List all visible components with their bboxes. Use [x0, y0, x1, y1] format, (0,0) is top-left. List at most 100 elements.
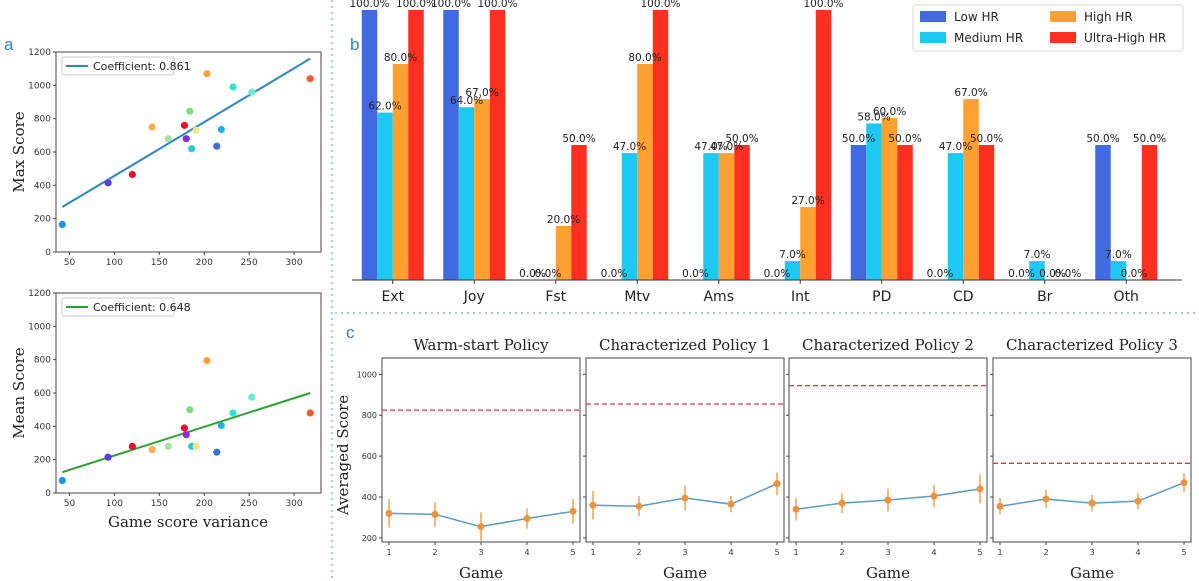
- x-tick-label: 300: [285, 258, 302, 268]
- y-tick-label: 400: [362, 493, 377, 502]
- data-point: [838, 499, 846, 507]
- bar-value-label: 50.0%: [970, 133, 1003, 145]
- y-tick-label: 1000: [28, 81, 51, 91]
- scatter-point: [217, 125, 225, 134]
- x-tick-label: 50: [64, 258, 76, 268]
- data-point: [930, 492, 938, 500]
- scatter-point: [164, 442, 172, 450]
- scatter-point: [58, 476, 66, 485]
- bar-value-label: 27.0%: [791, 195, 824, 207]
- y-tick-label: 600: [34, 148, 51, 158]
- x-tick-label: 2: [839, 548, 844, 557]
- y-axis-label: Max Score: [10, 111, 28, 192]
- plot-frame: [55, 51, 322, 253]
- scatter-point: [182, 135, 190, 143]
- bar: [978, 145, 995, 280]
- data-point: [569, 507, 577, 515]
- scatter-point: [213, 448, 221, 456]
- x-tick-label: 50: [64, 499, 76, 509]
- category-label: Ams: [703, 289, 734, 305]
- bar-value-label: 0.0%: [1039, 268, 1066, 280]
- bar: [571, 145, 587, 280]
- bar-value-label: 62.0%: [368, 101, 401, 113]
- bar-value-label: 50.0%: [725, 133, 758, 145]
- data-point: [681, 494, 689, 502]
- data-point: [1134, 497, 1142, 505]
- panel-title: Warm-start Policy: [413, 336, 549, 354]
- x-tick-label: 5: [570, 548, 575, 557]
- bar-value-label: 58.0%: [857, 111, 890, 123]
- data-point: [635, 502, 643, 510]
- x-tick-label: 4: [728, 548, 733, 557]
- bar: [947, 153, 964, 280]
- x-tick-label: 3: [885, 548, 890, 557]
- scatter-point: [217, 421, 225, 430]
- scatter-point: [192, 126, 200, 134]
- bar-value-label: 67.0%: [465, 87, 498, 99]
- plot-frame: [992, 357, 1192, 543]
- x-tick-label: 250: [241, 258, 258, 268]
- plot-frame: [381, 357, 581, 543]
- x-tick-label: 100: [106, 258, 123, 268]
- y-axis-label: Averaged Score: [334, 395, 352, 516]
- data-point: [431, 510, 439, 518]
- y-tick-label: 200: [34, 215, 51, 225]
- category-label: Int: [791, 289, 810, 305]
- bar-value-label: 0.0%: [1008, 268, 1035, 280]
- x-tick-label: 5: [1181, 548, 1186, 557]
- data-point: [385, 509, 393, 517]
- bar: [784, 261, 801, 280]
- scatter-point: [186, 107, 194, 115]
- legend-swatch-high-hr: [1050, 11, 1076, 22]
- category-label: PD: [872, 289, 891, 305]
- scatter-point: [229, 83, 237, 91]
- bar-value-label: 50.0%: [842, 133, 875, 145]
- bar: [1029, 261, 1045, 280]
- scatter-point: [128, 442, 136, 450]
- data-point: [1088, 499, 1096, 507]
- bar: [555, 226, 572, 280]
- bar-value-label: 60.0%: [873, 106, 906, 118]
- legend-swatch-low-hr: [920, 11, 946, 22]
- bar: [734, 145, 750, 280]
- y-tick-label: 0: [45, 248, 51, 258]
- data-point: [884, 496, 892, 504]
- bar-value-label: 100.0%: [640, 0, 680, 10]
- scatter-point: [188, 145, 196, 153]
- x-tick-label: 3: [682, 548, 687, 557]
- x-tick-label: 250: [241, 499, 258, 509]
- bar-chart-hr-categories: Ext Joy Fst Mtv Ams Int PD CD Br Oth 100.0% 62.0% 8…: [349, 0, 1184, 305]
- x-tick-label: 5: [774, 548, 779, 557]
- policy-panel: Characterized Policy 2 1 2 3 4 5 Game: [786, 336, 988, 581]
- x-tick-label: 4: [1135, 548, 1140, 557]
- bar-value-label: 100.0%: [803, 0, 843, 10]
- bar: [377, 112, 393, 280]
- scatter-point: [213, 142, 221, 150]
- scatter-point: [58, 220, 66, 229]
- data-point: [477, 523, 485, 531]
- data-point: [773, 480, 781, 488]
- x-tick-label: 200: [196, 499, 213, 509]
- bar: [458, 107, 475, 280]
- bar: [866, 123, 882, 281]
- scatter-point: [229, 409, 237, 417]
- y-tick-label: 200: [34, 456, 51, 466]
- bar: [1110, 261, 1127, 280]
- policy-panel: Characterized Policy 3 1 2 3 4 5 Game: [990, 336, 1192, 581]
- legend-swatch-medium-hr: [920, 32, 946, 43]
- bar-value-label: 0.0%: [535, 268, 562, 280]
- scatter-point: [248, 393, 256, 401]
- bar-value-label: 0.0%: [927, 268, 954, 280]
- bar: [637, 64, 653, 280]
- policy-panel: Warm-start Policy 1 2 3 4 5 200 400 600 800 1000 Ga…: [357, 336, 581, 581]
- bar-value-label: 20.0%: [547, 214, 580, 226]
- bar: [800, 207, 816, 280]
- bar: [1141, 145, 1158, 280]
- legend: Coefficient: 0.648: [61, 297, 191, 317]
- bar-value-label: 47.0%: [939, 141, 972, 153]
- panel-letter-a: a: [4, 35, 14, 54]
- bar: [850, 145, 867, 280]
- scatter-plot-mean-score: 50 100 150 200 250 300 0 200 400 600 800 1000 1200 C…: [10, 289, 322, 531]
- x-tick-label: 150: [151, 258, 168, 268]
